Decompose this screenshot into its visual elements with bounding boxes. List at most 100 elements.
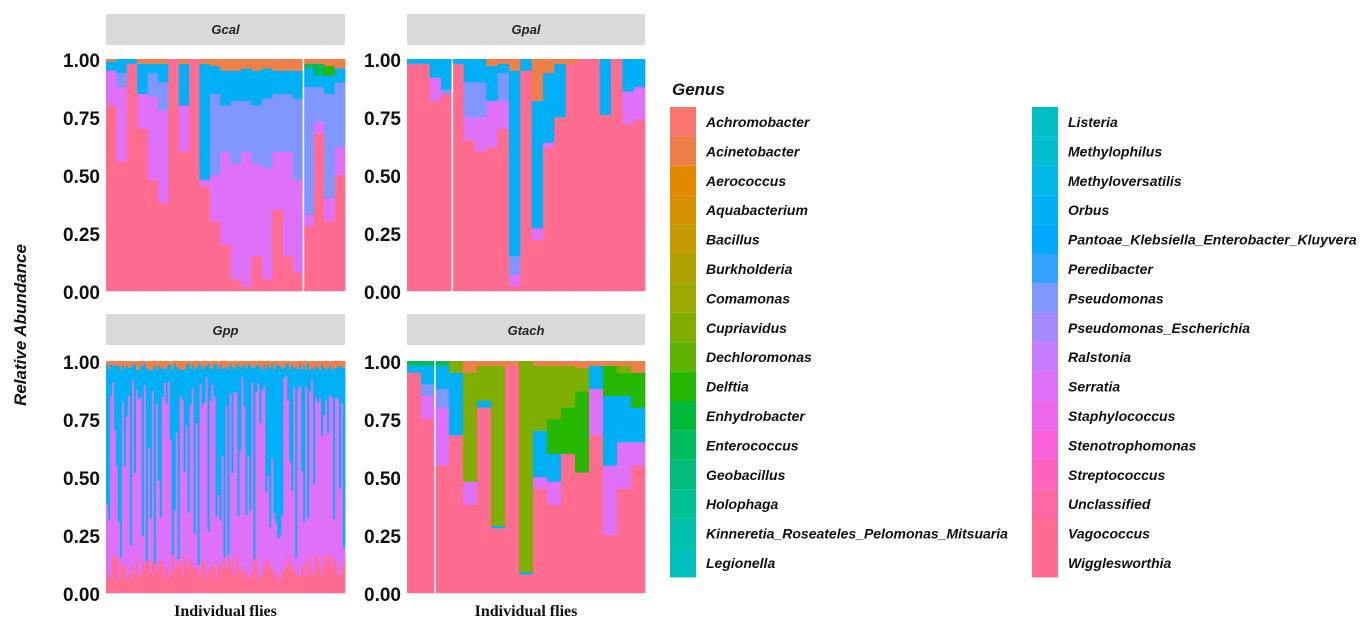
- legend-key: [670, 401, 696, 431]
- bar-segment: [281, 368, 284, 516]
- bar-segment: [589, 365, 604, 390]
- bar-segment: [195, 367, 199, 424]
- bar-segment: [251, 59, 263, 71]
- bar-segment: [335, 398, 338, 563]
- bar-segment: [265, 491, 268, 564]
- bar-segment: [241, 68, 252, 101]
- bar-segment: [116, 72, 128, 88]
- bar-segment: [311, 361, 314, 368]
- bar-segment: [177, 368, 181, 560]
- bar-segment: [589, 435, 604, 594]
- y-tick-label: 1.00: [364, 353, 401, 374]
- bar-segment: [452, 59, 465, 64]
- bar-segment: [622, 59, 635, 92]
- bar-segment: [233, 369, 236, 392]
- bar-segment: [127, 361, 131, 368]
- bar-segment: [603, 361, 618, 366]
- bar-segment: [147, 179, 159, 292]
- bar-segment: [519, 572, 534, 575]
- legend-key: [1032, 548, 1058, 578]
- bar-segment: [331, 397, 334, 568]
- bar-segment: [291, 361, 294, 365]
- bar-segment: [253, 558, 256, 563]
- bar-segment: [155, 361, 159, 370]
- bar-segment: [251, 105, 263, 164]
- y-tick-label: 1.00: [63, 353, 100, 374]
- bar-segment: [139, 573, 143, 594]
- bar-segment: [475, 59, 487, 83]
- bar-segment: [237, 361, 240, 366]
- bar-segment: [324, 221, 336, 292]
- bar-segment: [167, 578, 171, 594]
- bar-segment: [215, 361, 218, 365]
- bar-segment: [297, 361, 300, 371]
- y-tick-label: 0.50: [364, 167, 401, 188]
- bar-segment: [111, 382, 115, 558]
- bar-segment: [165, 368, 169, 404]
- bar-segment: [307, 560, 310, 594]
- bar-segment: [223, 560, 226, 594]
- bar-segment: [622, 123, 635, 292]
- bar-segment: [603, 395, 618, 466]
- bar-segment: [125, 361, 129, 366]
- bar-segment: [127, 572, 131, 594]
- bar-segment: [181, 574, 185, 594]
- facet-strip: [407, 14, 645, 45]
- bar-segment: [285, 363, 288, 376]
- bar-segment: [205, 579, 208, 594]
- bar-segment: [157, 202, 169, 292]
- bar-segment: [135, 361, 139, 370]
- bar-segment: [491, 528, 506, 594]
- bar-segment: [341, 367, 344, 404]
- bar-segment: [243, 361, 246, 365]
- y-tick-label: 0.50: [63, 167, 100, 188]
- legend-key: [1032, 312, 1058, 343]
- bar-segment: [129, 578, 133, 594]
- bar-segment: [273, 513, 276, 572]
- bar-segment: [151, 368, 155, 391]
- bar-segment: [261, 168, 273, 280]
- bar-segment: [561, 453, 576, 594]
- bar-segment: [211, 361, 214, 370]
- bar-segment: [589, 361, 604, 366]
- bar-segment: [243, 406, 246, 573]
- bar-segment: [463, 504, 478, 594]
- bar-segment: [334, 68, 346, 83]
- bar-segment: [261, 279, 273, 292]
- bar-segment: [271, 364, 274, 458]
- bar-segment: [299, 361, 302, 365]
- bar-segment: [311, 367, 314, 380]
- bar-segment: [115, 556, 119, 594]
- bar-segment: [463, 361, 478, 373]
- bar-segment: [263, 361, 266, 366]
- bar-segment: [183, 556, 187, 594]
- bar-segment: [113, 555, 117, 594]
- bar-segment: [335, 361, 338, 369]
- bar-segment: [155, 573, 159, 594]
- bar-segment: [295, 557, 298, 577]
- bar-segment: [141, 536, 145, 562]
- legend-label: Serratia: [1068, 379, 1120, 395]
- bar-segment: [229, 393, 232, 570]
- bar-segment: [617, 395, 632, 443]
- bar-segment: [603, 535, 618, 594]
- bar-segment: [337, 366, 340, 398]
- bar-segment: [187, 363, 191, 513]
- bar-segment: [195, 568, 199, 594]
- legend-label: Kinneretia_Roseateles_Pelomonas_Mitsuari…: [706, 526, 1008, 542]
- bar-segment: [497, 59, 510, 64]
- bar-segment: [301, 368, 304, 471]
- bar-segment: [599, 59, 612, 115]
- bar-segment: [497, 100, 510, 129]
- bar-segment: [113, 430, 117, 556]
- legend-label: Comamonas: [706, 290, 790, 306]
- y-tick-label: 0.75: [364, 109, 401, 130]
- bar-segment: [177, 361, 181, 370]
- bar-segment: [435, 388, 450, 408]
- bar-segment: [303, 63, 315, 69]
- bar-segment: [283, 360, 286, 368]
- bar-segment: [131, 364, 135, 381]
- bar-segment: [293, 59, 304, 71]
- legend-label: Acinetobacter: [705, 143, 801, 159]
- bar-segment: [263, 565, 266, 594]
